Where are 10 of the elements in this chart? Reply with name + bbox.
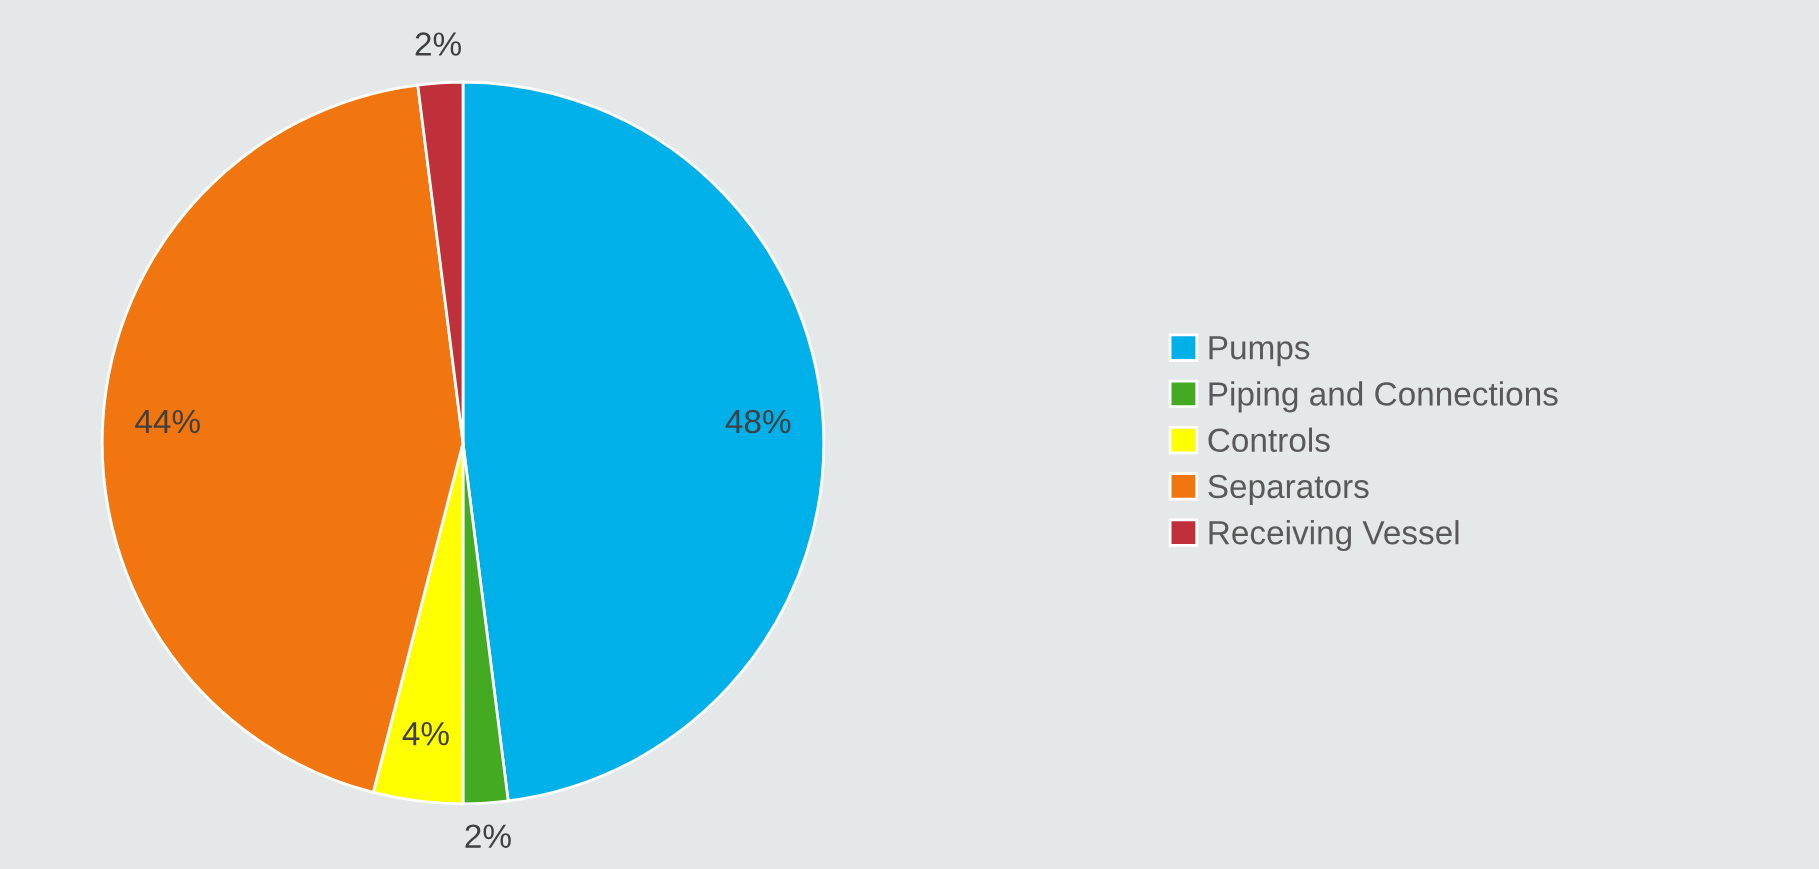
legend-label: Piping and Connections (1209, 381, 1558, 413)
data-label: 48% (725, 409, 791, 434)
data-label: 44% (135, 409, 200, 434)
data-label: 2% (465, 824, 511, 848)
data-label: 4% (402, 722, 449, 746)
legend-label: Separators (1208, 474, 1369, 505)
legend-label: Pumps (1209, 336, 1310, 367)
legend-label: Receiving Vessel (1209, 520, 1459, 552)
data-label: 2% (415, 32, 461, 56)
legend-label: Controls (1208, 427, 1330, 453)
